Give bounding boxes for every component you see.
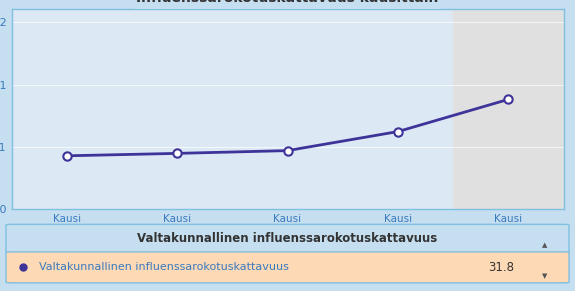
FancyBboxPatch shape: [6, 224, 569, 253]
Text: Valtakunnallinen influenssarokotuskattavuus: Valtakunnallinen influenssarokotuskattav…: [39, 262, 289, 272]
FancyBboxPatch shape: [6, 252, 569, 283]
Bar: [453, 9, 564, 210]
Text: ▲: ▲: [542, 242, 547, 248]
Text: ▼: ▼: [542, 274, 547, 280]
Title: Influenssarokotuskattavuus kausittain: Influenssarokotuskattavuus kausittain: [136, 0, 439, 5]
Text: Valtakunnallinen influenssarokotuskattavuus: Valtakunnallinen influenssarokotuskattav…: [137, 232, 438, 245]
Text: 31.8: 31.8: [488, 261, 514, 274]
